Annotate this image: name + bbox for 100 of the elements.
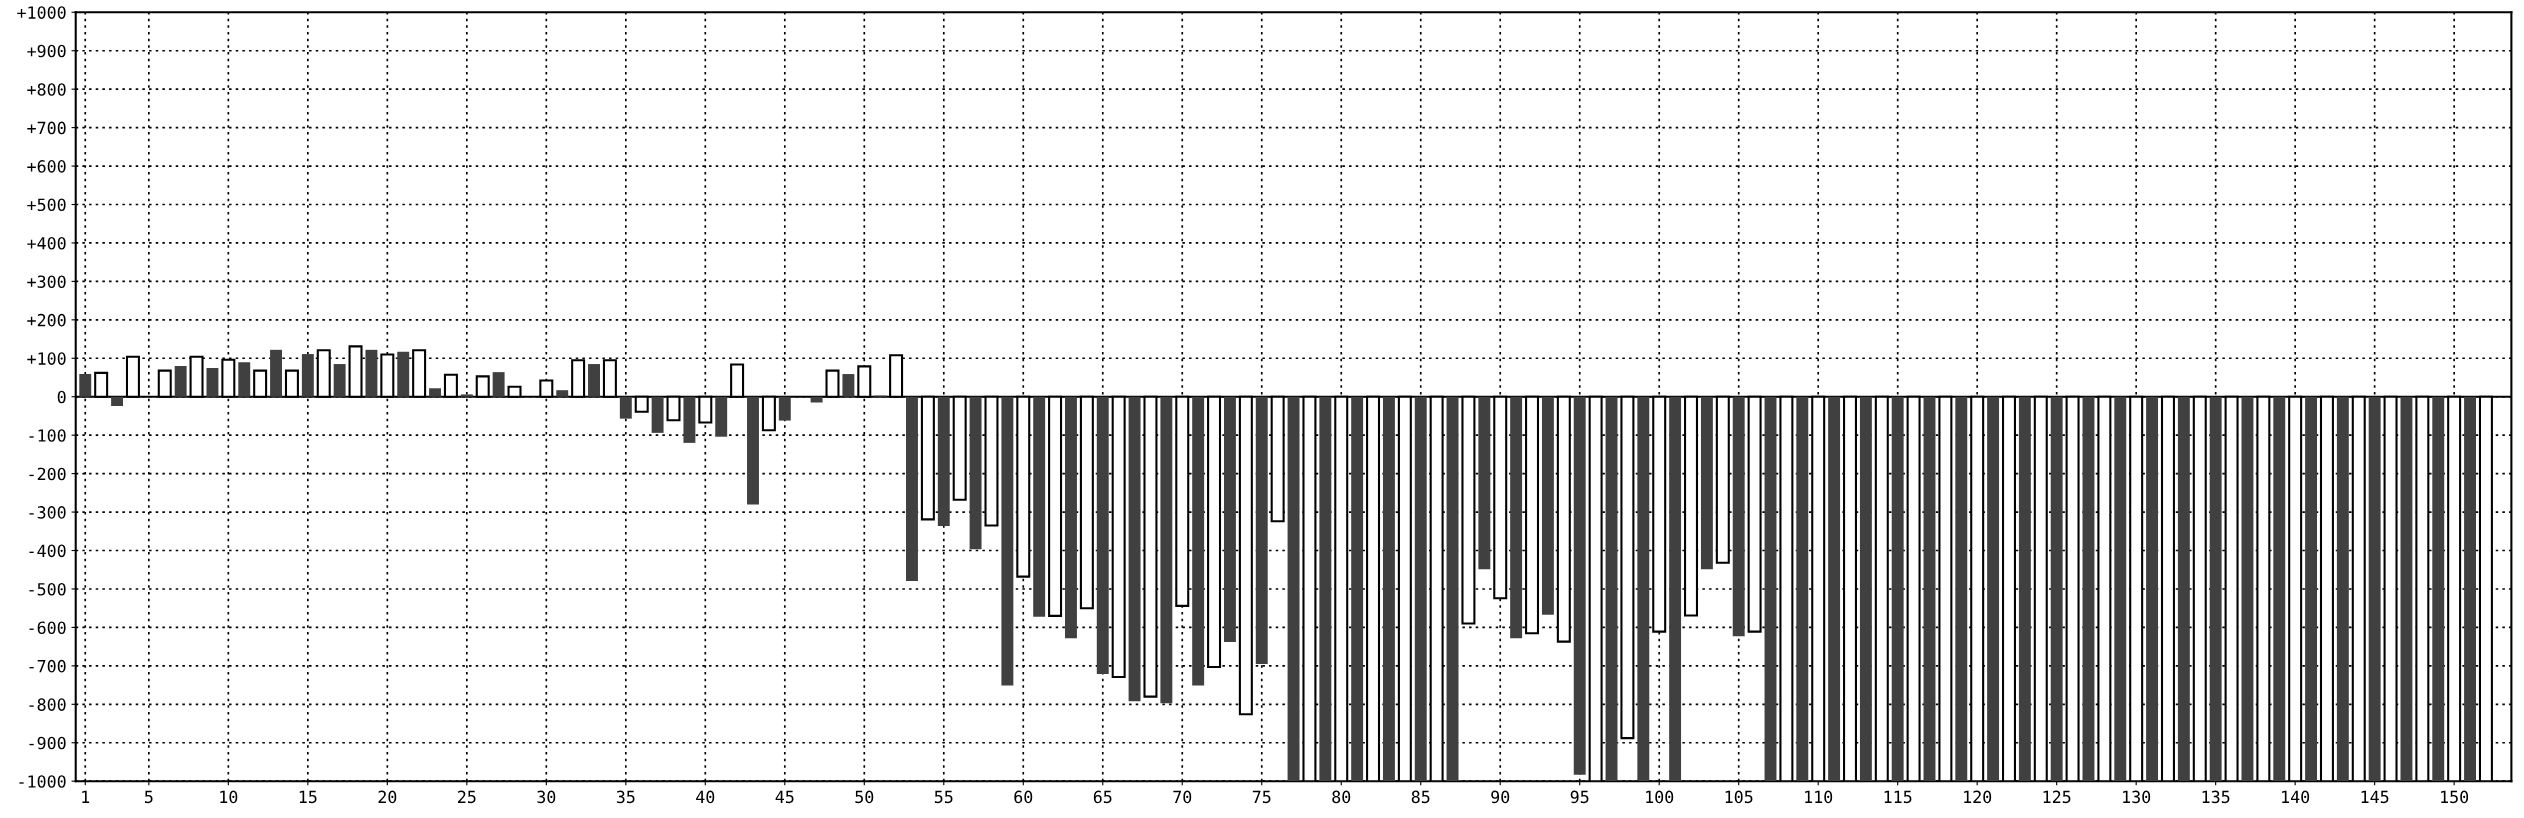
x-tick-label: 20 — [378, 790, 397, 804]
bar — [1414, 396, 1427, 782]
bar — [842, 374, 855, 397]
bar — [2273, 396, 2286, 782]
bar — [2464, 396, 2477, 782]
y-tick-label: +400 — [27, 236, 66, 250]
y-tick-label: -700 — [29, 659, 66, 673]
bar — [2146, 396, 2159, 782]
bar — [1065, 396, 1077, 639]
bar — [747, 396, 759, 505]
bar — [1001, 396, 1014, 686]
y-tick-label: +600 — [27, 160, 66, 173]
bar — [1732, 396, 1745, 637]
y-tick-label: -800 — [29, 698, 66, 711]
x-tick-label: 10 — [220, 790, 238, 804]
y-tick-label: -300 — [29, 506, 66, 519]
bar — [2336, 396, 2349, 782]
bar — [492, 372, 505, 397]
bar — [1700, 396, 1713, 570]
y-tick-label: -900 — [29, 736, 66, 750]
bar — [2400, 396, 2413, 782]
y-tick-label: -1000 — [19, 775, 66, 788]
bar — [1287, 396, 1300, 782]
bar — [460, 394, 473, 397]
bar — [1637, 396, 1650, 782]
bar — [683, 396, 696, 443]
bar — [1796, 396, 1809, 782]
bar — [1669, 396, 1682, 782]
x-tick-label: 40 — [696, 790, 715, 804]
y-tick-label: -400 — [29, 544, 66, 558]
bar — [2114, 396, 2127, 782]
y-tick-label: -200 — [29, 467, 66, 481]
x-tick-label: 1 — [82, 790, 90, 803]
bar — [238, 362, 251, 397]
bar — [1192, 396, 1205, 686]
x-tick-label: 100 — [1646, 790, 1674, 804]
bar — [79, 374, 92, 397]
y-tick-label: -100 — [29, 429, 66, 442]
bar — [111, 396, 124, 406]
x-tick-label: 15 — [299, 790, 317, 804]
x-tick-label: 115 — [1884, 790, 1912, 804]
bar — [1891, 396, 1904, 782]
x-tick-label: 110 — [1805, 790, 1833, 804]
bar — [588, 364, 600, 397]
x-tick-label: 105 — [1725, 790, 1753, 804]
bar — [619, 396, 632, 419]
bar — [1510, 396, 1523, 639]
y-tick-label: -600 — [29, 621, 66, 635]
y-tick-label: +200 — [27, 313, 66, 327]
y-tick-label: +700 — [27, 121, 66, 135]
x-tick-label: 45 — [775, 790, 794, 804]
x-tick-label: 65 — [1093, 790, 1112, 804]
bar — [2432, 396, 2445, 782]
x-tick-label: 130 — [2123, 790, 2151, 804]
bar — [1987, 396, 2000, 782]
x-tick-label: 80 — [1332, 790, 1351, 804]
bar — [906, 396, 918, 581]
bar — [1573, 396, 1586, 775]
bar — [2050, 396, 2063, 782]
x-tick-label: 60 — [1014, 790, 1033, 804]
x-tick-label: 90 — [1491, 790, 1510, 804]
bar — [206, 367, 219, 397]
x-tick-label: 75 — [1252, 790, 1271, 804]
bar — [2209, 396, 2222, 782]
y-tick-label: +1000 — [17, 6, 66, 19]
bar — [1319, 396, 1332, 782]
y-tick-label: +900 — [27, 44, 66, 58]
x-tick-label: 55 — [934, 790, 953, 804]
bar — [651, 396, 664, 433]
x-tick-label: 95 — [1570, 790, 1589, 804]
bar — [2082, 396, 2095, 782]
x-tick-label: 125 — [2043, 790, 2071, 804]
y-tick-label: +100 — [27, 352, 66, 365]
y-tick-label: +500 — [27, 198, 66, 212]
y-tick-label: +300 — [27, 275, 66, 289]
bar — [1446, 396, 1459, 782]
bar — [969, 396, 982, 550]
bar — [1478, 396, 1491, 570]
x-tick-label: 135 — [2202, 790, 2230, 804]
bar — [1255, 396, 1268, 664]
bar — [2368, 396, 2381, 782]
bar — [301, 354, 314, 397]
x-tick-label: 140 — [2282, 790, 2310, 804]
bar — [556, 390, 569, 397]
bar — [1923, 396, 1936, 782]
bar — [365, 349, 378, 397]
bar — [1828, 396, 1841, 782]
x-tick-label: 120 — [1964, 790, 1992, 804]
bar — [2018, 396, 2031, 782]
bar — [1128, 396, 1141, 702]
x-tick-label: 150 — [2441, 790, 2469, 804]
x-tick-label: 35 — [616, 790, 635, 804]
x-tick-label: 30 — [537, 790, 556, 804]
bar — [1223, 396, 1236, 643]
bar — [333, 364, 346, 397]
x-tick-label: 70 — [1173, 790, 1192, 804]
bar — [174, 365, 187, 397]
x-tick-label: 85 — [1411, 790, 1430, 804]
bar — [1382, 396, 1395, 782]
bar — [1160, 396, 1173, 704]
